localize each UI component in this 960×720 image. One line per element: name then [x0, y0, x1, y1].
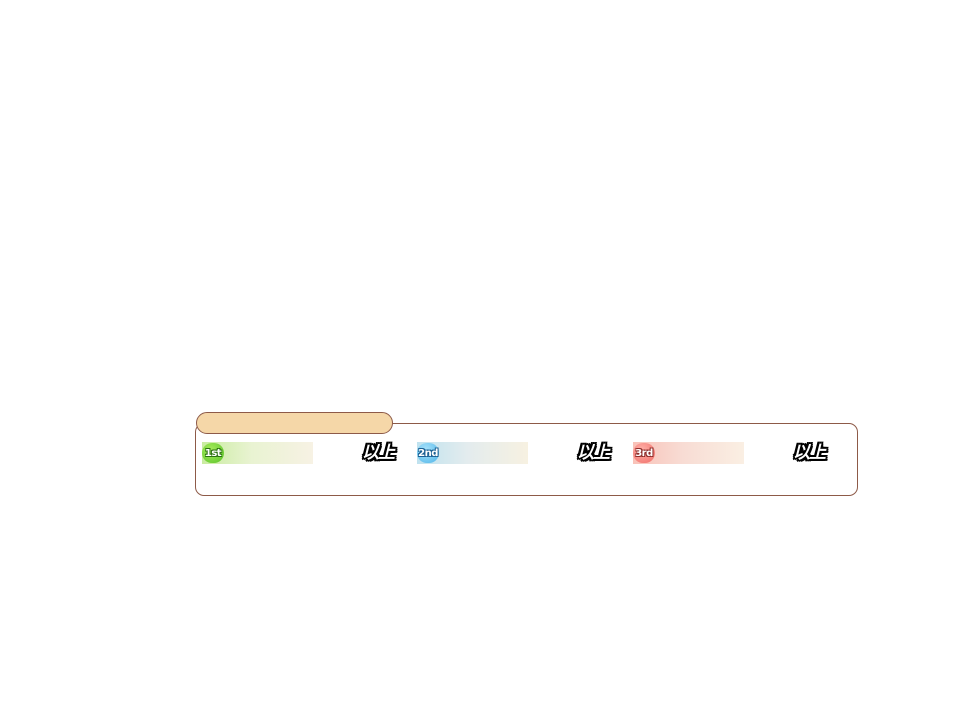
rank-suffix-3rd: 以上 [793, 443, 826, 463]
panel-title-tab [196, 412, 393, 434]
rank-item-3rd: 3rd 以上 [633, 440, 843, 466]
rank-badge-1st: 1st [202, 443, 224, 463]
rank-suffix-1st: 以上 [362, 443, 395, 463]
rank-badge-2nd: 2nd [417, 443, 439, 463]
rank-badge-3rd: 3rd [633, 443, 655, 463]
rank-item-1st: 1st 以上 [202, 440, 412, 466]
rank-thresholds-row: 1st 以上 2nd 以上 3rd 以上 [202, 440, 852, 466]
rank-item-2nd: 2nd 以上 [417, 440, 627, 466]
rank-bar-3rd [633, 442, 744, 464]
rank-bar-2nd [417, 442, 528, 464]
rank-value-1st [320, 443, 356, 463]
rank-bar-1st [202, 442, 313, 464]
rank-suffix-2nd: 以上 [577, 443, 610, 463]
rank-value-2nd [535, 443, 571, 463]
rank-value-3rd [751, 443, 787, 463]
